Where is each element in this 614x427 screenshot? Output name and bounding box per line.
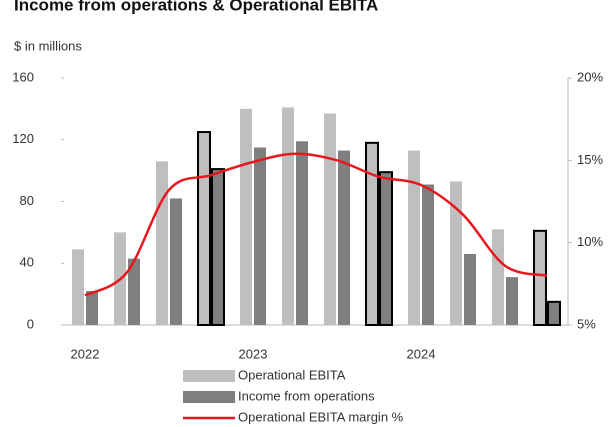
x-tick-label: 2024	[407, 346, 436, 361]
bar	[379, 171, 393, 326]
y-tick-label: 80	[20, 193, 34, 208]
bar	[533, 229, 547, 326]
bar	[365, 141, 379, 326]
bar	[464, 253, 476, 325]
bar	[72, 249, 84, 325]
y-tick-label: 160	[12, 69, 34, 84]
bar	[170, 198, 182, 325]
bar	[156, 161, 168, 325]
bar	[492, 229, 504, 325]
legend-swatch	[183, 370, 235, 382]
y2-tick-label: 15%	[577, 152, 603, 167]
bar	[408, 150, 420, 325]
legend-label: Income from operations	[238, 388, 375, 403]
bar	[197, 131, 211, 326]
bar	[86, 291, 98, 325]
bar	[338, 150, 350, 325]
y2-tick-label: 5%	[577, 316, 596, 331]
bar	[450, 181, 462, 325]
bar	[282, 107, 294, 325]
legend-label: Operational EBITA margin %	[238, 409, 404, 424]
chart-title: Income from operations & Operational EBI…	[14, 0, 378, 14]
x-tick-label: 2023	[239, 346, 268, 361]
y-axis-label: $ in millions	[14, 38, 82, 53]
bar	[547, 300, 561, 326]
bar	[506, 277, 518, 325]
legend-swatch	[183, 391, 235, 403]
y-tick-label: 120	[12, 131, 34, 146]
y2-tick-label: 20%	[577, 69, 603, 84]
bar	[324, 113, 336, 325]
bar	[422, 184, 434, 325]
bar	[296, 141, 308, 325]
margin-line	[84, 152, 548, 297]
x-tick-label: 2022	[71, 346, 100, 361]
y2-tick-label: 10%	[577, 234, 603, 249]
bar	[211, 168, 225, 326]
y-tick-label: 40	[20, 255, 34, 270]
legend-label: Operational EBITA	[238, 367, 346, 382]
bar	[240, 108, 252, 325]
bar	[128, 258, 140, 325]
bar	[254, 147, 266, 325]
y-tick-label: 0	[27, 316, 34, 331]
